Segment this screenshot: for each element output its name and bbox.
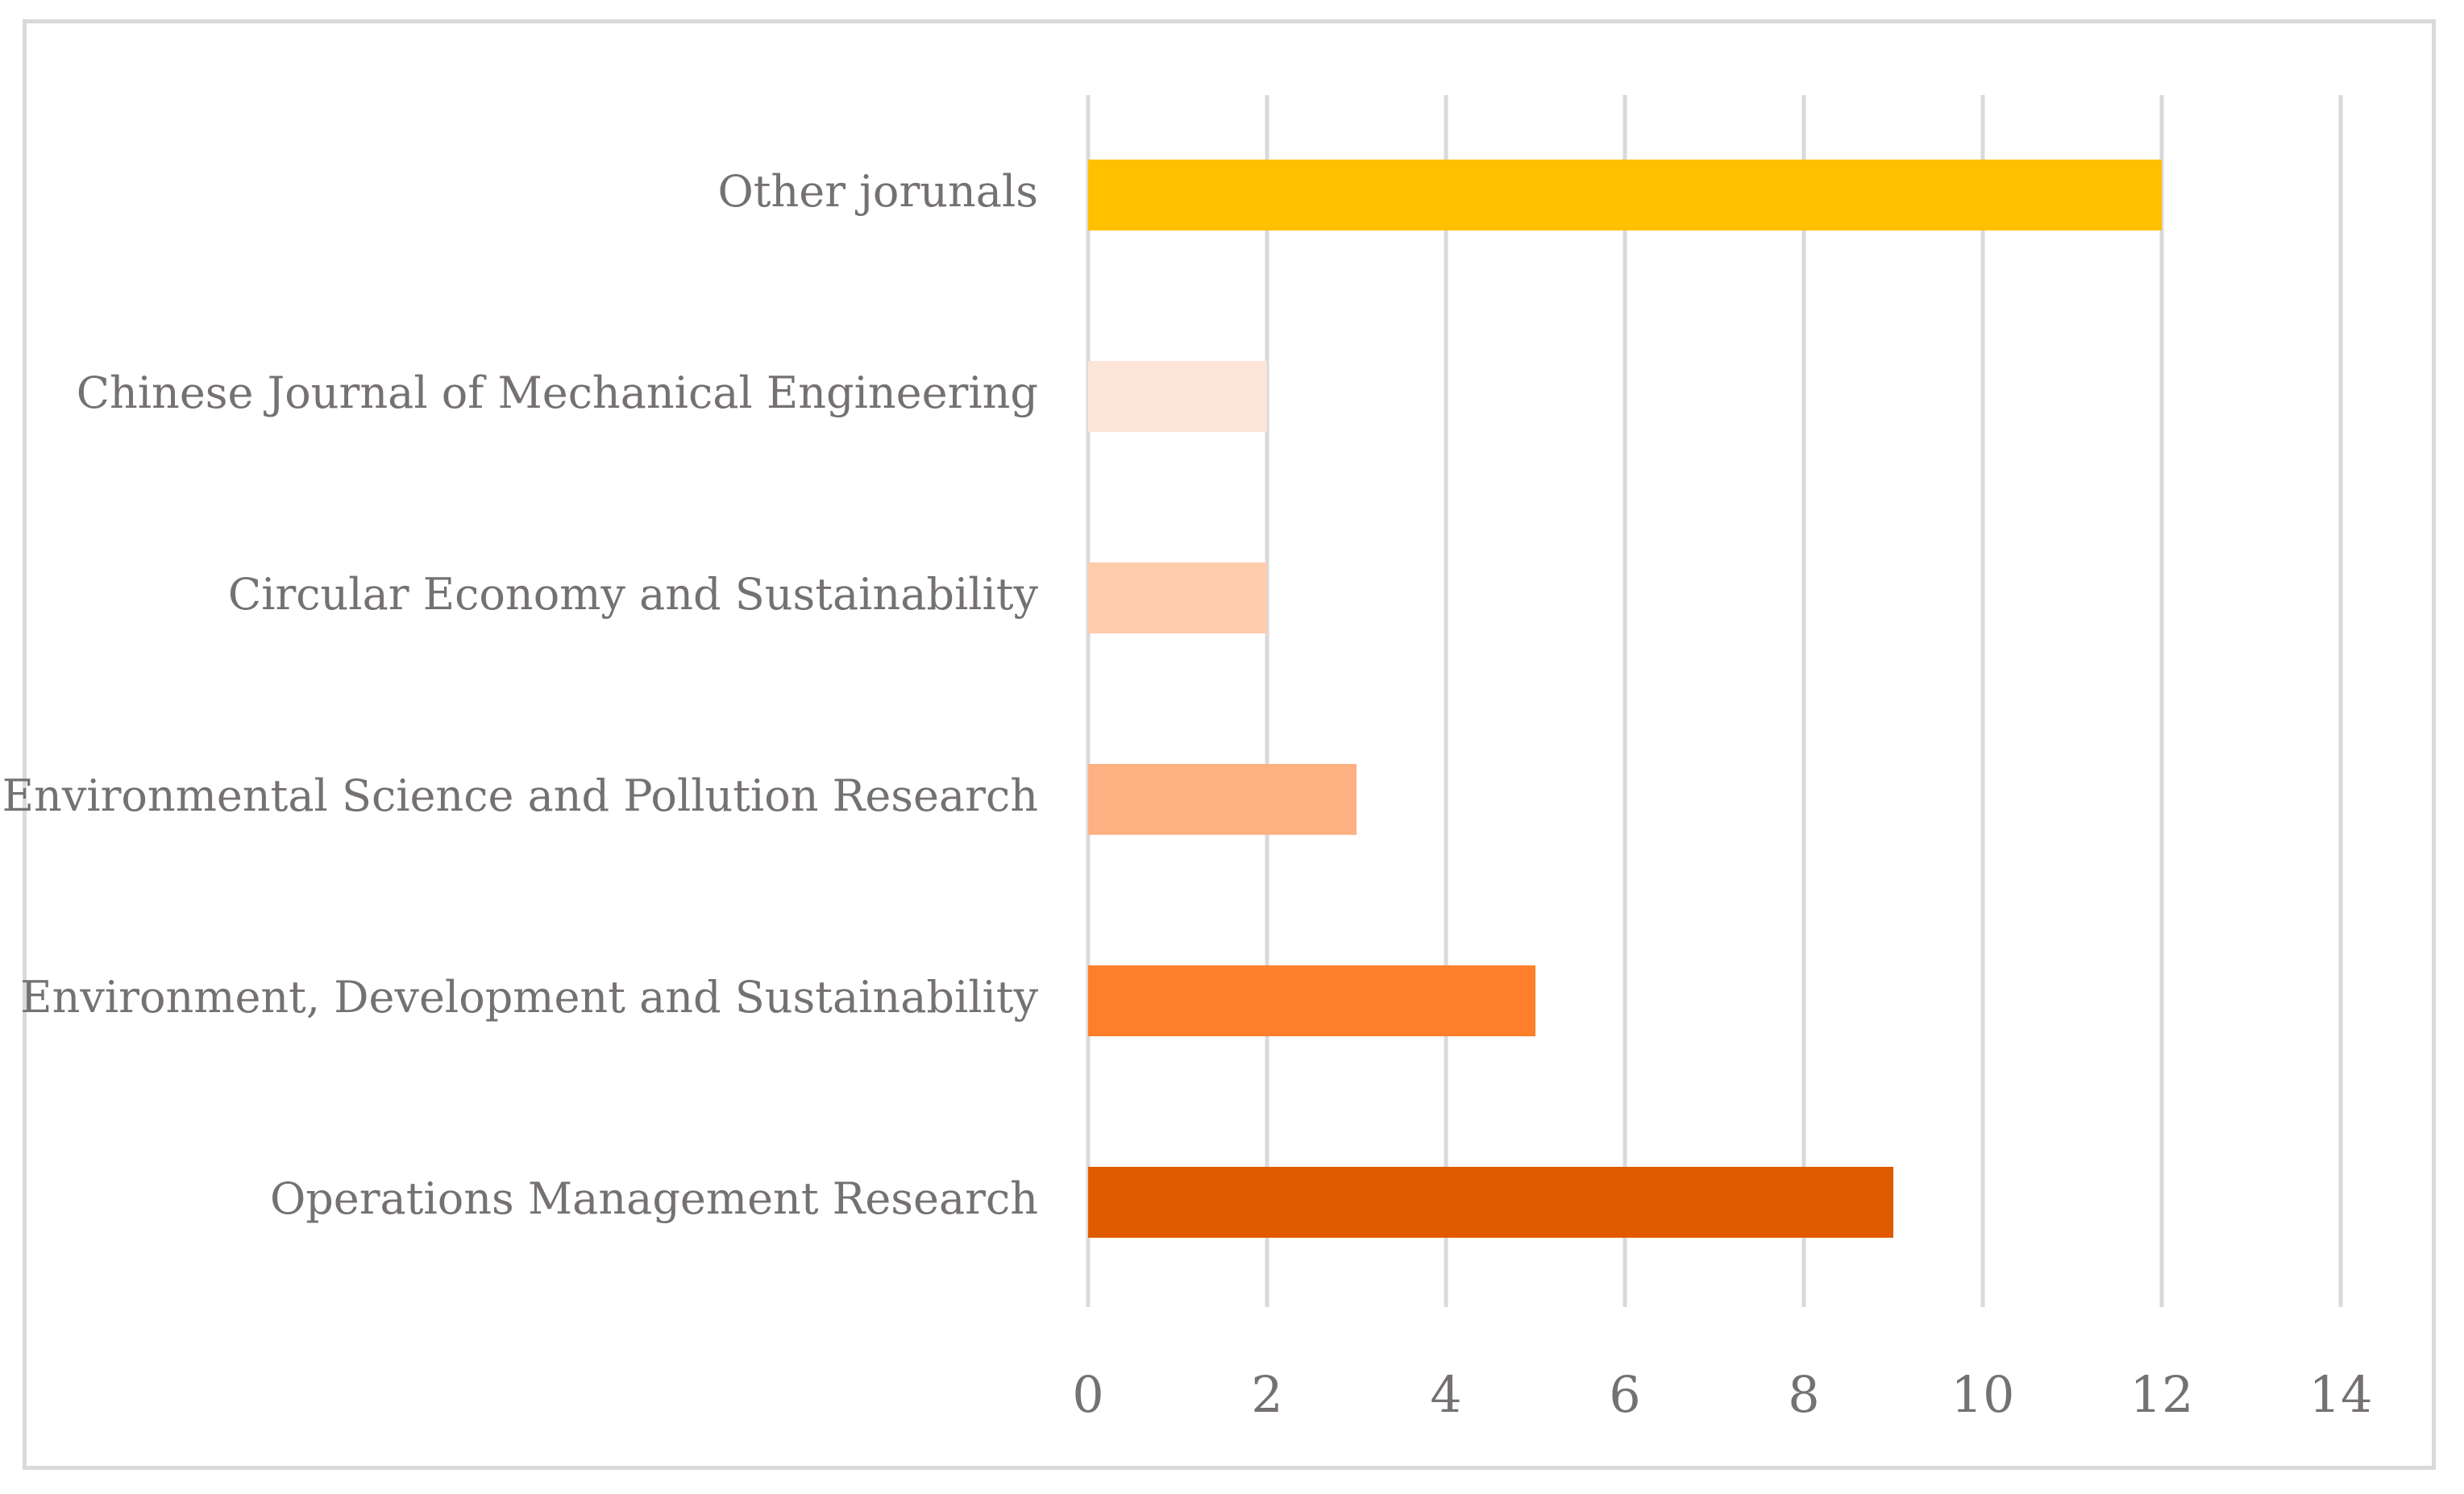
x-tick-label: 12 (2130, 1365, 2194, 1424)
x-tick-label: 8 (1788, 1365, 1819, 1424)
bar-5 (1088, 965, 1535, 1036)
x-tick-label: 2 (1251, 1365, 1282, 1424)
x-tick-label: 0 (1072, 1365, 1103, 1424)
bar-4 (1088, 764, 1357, 835)
category-label: Chinese Journal of Mechanical Engineerin… (77, 367, 1038, 418)
category-label: Environment, Development and Sustainabil… (20, 972, 1038, 1023)
category-label: Environmental Science and Pollution Rese… (2, 770, 1038, 821)
x-axis-tick-labels: 0 2 4 6 8 10 12 14 (1072, 1365, 2372, 1424)
bar-6 (1088, 1167, 1893, 1238)
x-tick-label: 6 (1609, 1365, 1640, 1424)
bar-3 (1088, 562, 1267, 633)
bars (1088, 160, 2162, 1238)
category-label: Circular Economy and Sustainability (228, 569, 1039, 620)
x-tick-label: 14 (2309, 1365, 2373, 1424)
bar-1 (1088, 160, 2162, 230)
gridlines (1086, 95, 2343, 1307)
category-labels: Other jorunals Chinese Journal of Mechani… (2, 166, 1039, 1224)
category-label: Other jorunals (718, 166, 1039, 217)
category-label: Operations Management Research (270, 1173, 1038, 1224)
bar-2 (1088, 361, 1267, 432)
x-tick-label: 4 (1430, 1365, 1461, 1424)
x-tick-label: 10 (1951, 1365, 2015, 1424)
